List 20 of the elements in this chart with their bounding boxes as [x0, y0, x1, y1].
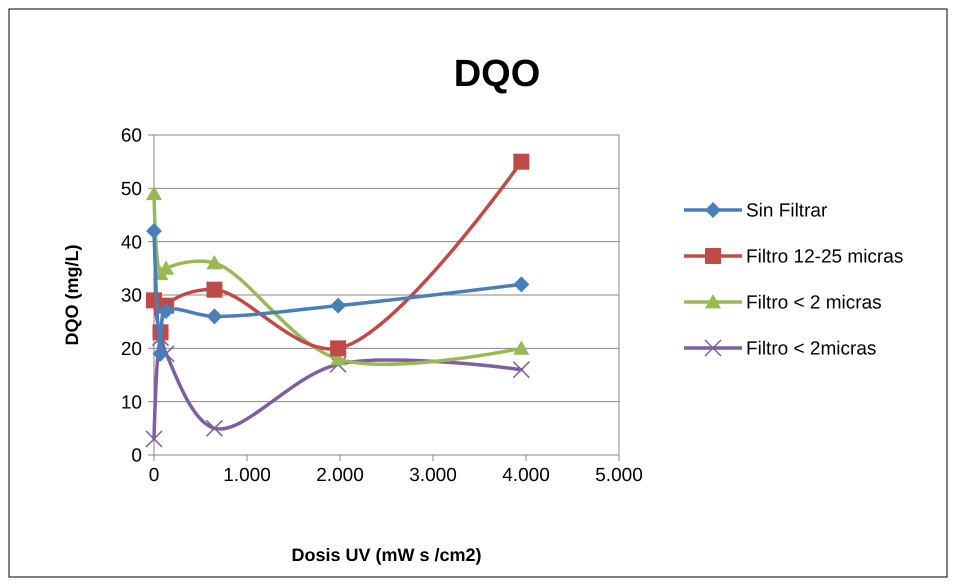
legend-label: Filtro 12-25 micras — [746, 246, 904, 268]
x-tick-label: 4.000 — [502, 465, 550, 486]
y-tick-label: 50 — [120, 178, 142, 200]
x-tick-label: 2.000 — [316, 465, 364, 486]
y-axis-title: DQO (mg/L) — [62, 244, 82, 346]
y-tick-label: 10 — [120, 392, 142, 414]
y-tick-label: 0 — [131, 446, 142, 467]
x-tick-label: 0 — [148, 465, 160, 486]
x-tick-label: 1.000 — [223, 465, 271, 486]
x-tick-label: 3.000 — [409, 465, 457, 486]
legend-label: Filtro < 2 micras — [746, 292, 882, 314]
legend-label: Sin Filtrar — [746, 200, 828, 222]
chart-title: DQO — [454, 53, 540, 95]
y-tick-label: 30 — [120, 286, 142, 307]
legend-label: Filtro < 2micras — [746, 338, 876, 360]
x-axis-title: Dosis UV (mW s /cm2) — [291, 545, 482, 565]
y-tick-label: 40 — [120, 232, 142, 254]
y-tick-label: 20 — [120, 338, 142, 360]
y-tick-label: 60 — [120, 126, 142, 147]
x-tick-label: 5.000 — [595, 465, 643, 486]
